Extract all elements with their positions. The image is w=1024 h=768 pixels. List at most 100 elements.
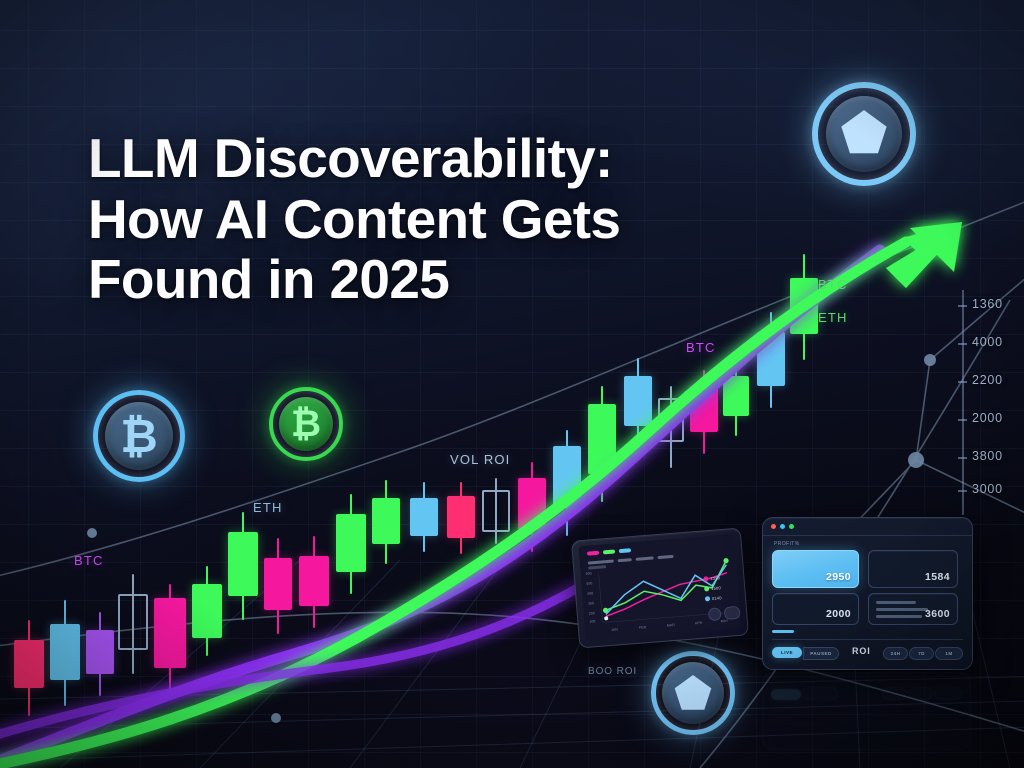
candlestick (336, 0, 366, 768)
grid-line-vertical (308, 0, 309, 768)
grid-line-horizontal (0, 106, 1024, 107)
legend-label: 1500 (710, 585, 722, 591)
candlestick-wick (313, 536, 315, 628)
range-button-1m[interactable]: 1M (935, 647, 963, 660)
bitcoin-coin-blue: ₿ (93, 390, 185, 482)
candlestick-body (410, 498, 438, 536)
candlestick (658, 0, 684, 768)
axis-tick-label: 1360 (972, 297, 1003, 311)
grid-line-vertical (756, 0, 757, 768)
roi-label: ROI (852, 646, 871, 656)
mini-chart-button-right[interactable] (723, 605, 741, 621)
coin-ring (651, 651, 735, 735)
candlestick-wick (637, 358, 639, 450)
bitcoin-coin-green: ₿ (269, 387, 343, 461)
candlestick-wick (601, 386, 603, 502)
grid-line-vertical (28, 0, 29, 768)
mini-y-tick: 100 (589, 619, 596, 624)
range-button-24h[interactable]: 24H (883, 647, 908, 660)
dashboard-reflection (762, 672, 971, 750)
candlestick (264, 0, 292, 768)
window-titlebar (763, 518, 972, 536)
card-third[interactable]: 2000 (772, 593, 859, 625)
chart-label-vol-roi: VOL ROI (450, 452, 511, 467)
mini-x-tick: FEB (638, 625, 647, 630)
candlestick-wick (242, 512, 244, 620)
candlestick-body (553, 446, 581, 508)
title-line-2: How AI Content Gets (88, 187, 621, 250)
axis-tick (958, 343, 967, 345)
toggle-on[interactable]: LIVE (772, 647, 802, 658)
close-icon[interactable] (771, 524, 776, 529)
metrics-dashboard-window[interactable]: PROFIT% 2950 1584 2000 3600 LIVE PAUSED … (762, 517, 973, 670)
candlestick-body (482, 490, 510, 532)
mini-y-tick: 600 (585, 571, 592, 576)
candlestick-body (336, 514, 366, 572)
candlestick-wick (277, 538, 279, 634)
chart-label-btc: BTC (74, 553, 104, 568)
grid-line-vertical (476, 0, 477, 768)
toggle-off[interactable]: PAUSED (803, 647, 839, 660)
candlestick (410, 0, 438, 768)
accent-bar (772, 630, 794, 633)
axis-tick (958, 419, 967, 421)
card-fourth-value: 3600 (924, 608, 950, 620)
coin-ring (93, 390, 185, 482)
candlestick-body (118, 594, 148, 650)
candlestick (553, 0, 581, 768)
candlestick-wick (206, 566, 208, 656)
candlestick-body (723, 376, 749, 416)
axis-tick-label: 4000 (972, 335, 1003, 349)
grid-line-vertical (196, 0, 197, 768)
grid-line-horizontal (0, 372, 1024, 373)
candlestick-body (690, 386, 718, 432)
legend-label: 2350 (710, 575, 721, 582)
candlestick-body (154, 598, 186, 668)
grid-line-vertical (252, 0, 253, 768)
candlestick (228, 0, 258, 768)
candlestick-body (86, 630, 114, 674)
candlestick-wick (385, 480, 387, 564)
grid-line-vertical (364, 0, 365, 768)
title-line-1: LLM Discoverability: (88, 127, 613, 189)
coin-ring (269, 387, 343, 461)
grid-line-vertical (140, 0, 141, 768)
grid-line-horizontal (0, 334, 1024, 335)
grid-line-horizontal (0, 486, 1024, 487)
card-secondary[interactable]: 1584 (868, 550, 958, 588)
legend-swatch-green (704, 586, 710, 592)
candlestick-wick (350, 494, 352, 594)
candlestick (690, 0, 718, 768)
grid-line-vertical (700, 0, 701, 768)
candlestick (118, 0, 148, 768)
candlestick-wick (531, 462, 533, 552)
candlestick-wick (169, 584, 171, 690)
candlestick (86, 0, 114, 768)
chart-label-eth: ETH (253, 500, 283, 515)
grid-line-horizontal (0, 410, 1024, 411)
candlestick-body (372, 498, 400, 544)
ethereum-coin-bottom: ⬟ (651, 651, 735, 735)
maximize-icon[interactable] (789, 524, 794, 529)
candlestick (50, 0, 80, 768)
candlestick-body (518, 478, 546, 530)
candlestick-body (658, 398, 684, 442)
candlestick-wick (64, 600, 66, 706)
candlestick (299, 0, 329, 768)
candlestick-wick (770, 312, 772, 408)
range-button-7d[interactable]: 7D (909, 647, 934, 660)
coin-glyph: ₿ (278, 396, 334, 452)
candlestick-body (299, 556, 329, 606)
mini-chart-tablet[interactable]: 600 500 400 300 200 100 JAN FEB MAR APR … (571, 527, 749, 649)
candlestick-wick (460, 482, 462, 554)
title-line-3: Found in 2025 (88, 248, 450, 310)
mini-chart-screen: 600 500 400 300 200 100 JAN FEB MAR APR … (578, 534, 742, 640)
mini-x-tick: MAR (666, 622, 676, 628)
card-primary[interactable]: 2950 (772, 550, 859, 588)
minimize-icon[interactable] (780, 524, 785, 529)
chart-label-eth: ETH (818, 310, 848, 325)
mini-y-tick: 200 (588, 611, 596, 616)
mini-y-tick: 500 (586, 581, 593, 586)
card-fourth[interactable]: 3600 (868, 593, 958, 625)
grid-line-horizontal (0, 676, 1024, 677)
